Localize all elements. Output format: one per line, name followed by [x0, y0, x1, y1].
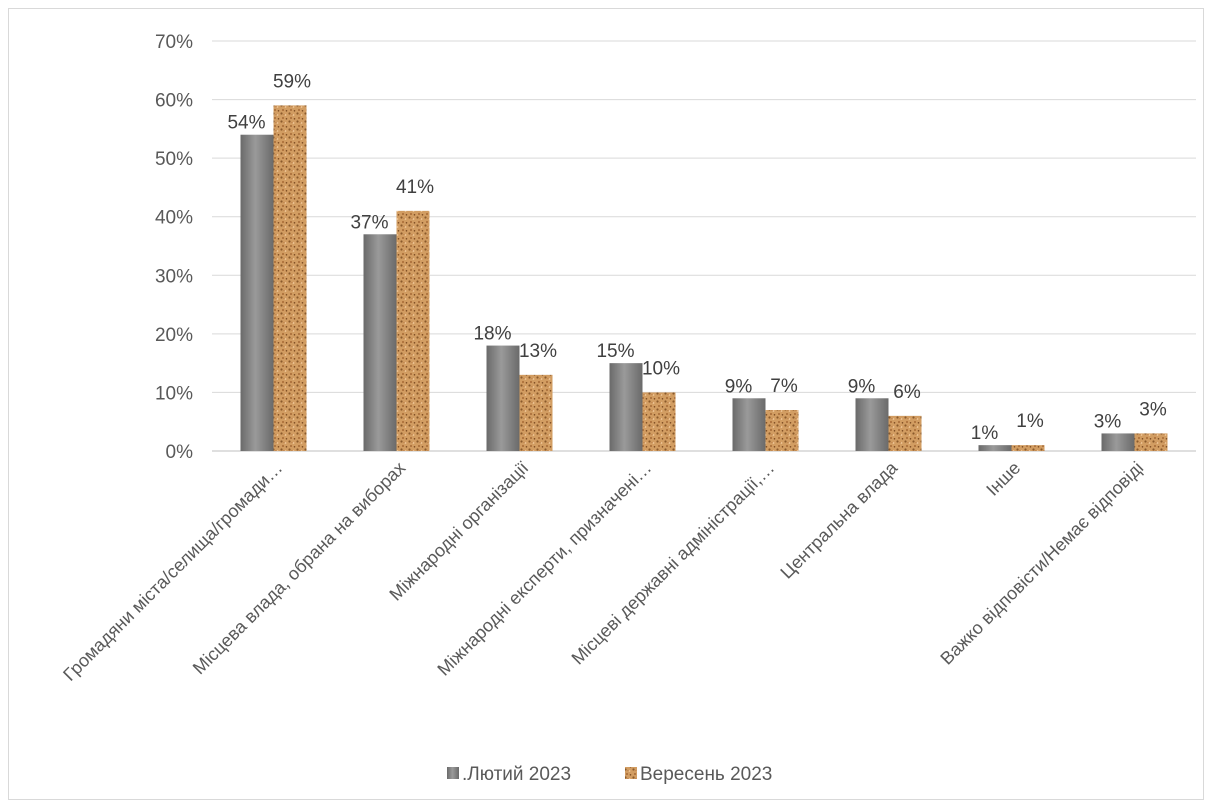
data-label: 15%: [596, 341, 634, 362]
chart-frame: [8, 8, 1204, 800]
bar-series-2: [888, 415, 922, 451]
data-label: 37%: [350, 212, 388, 233]
y-tick-label: 10%: [155, 383, 193, 404]
bar-series-2: [1134, 433, 1168, 451]
bar-series-1: [486, 345, 520, 451]
data-label: 18%: [473, 324, 511, 345]
y-tick-label: 60%: [155, 91, 193, 112]
bar-series-1: [609, 363, 643, 451]
x-axis-categories: Громадяни міста/селища/громади…Місцева в…: [59, 457, 1147, 685]
category-label: Інше: [982, 458, 1024, 500]
data-label: 6%: [893, 382, 921, 403]
gridlines: [212, 40, 1196, 452]
category-label: Міжнародні експерти, призначені…: [433, 458, 655, 680]
bar-series-2: [396, 210, 430, 451]
bar-series-1: [855, 398, 889, 451]
bar-series-1: [1101, 433, 1135, 451]
category-label: Міжнародні організації: [385, 458, 532, 605]
y-tick-label: 0%: [166, 442, 194, 463]
bar-series-2: [519, 374, 553, 451]
y-tick-label: 50%: [155, 149, 193, 170]
legend-label: .Лютий 2023: [462, 764, 571, 785]
data-label: 10%: [642, 358, 680, 379]
data-label: 13%: [519, 341, 557, 362]
bar-series-2: [642, 392, 676, 451]
data-label: 59%: [273, 71, 311, 92]
category-label: Місцеві державні адміністрації,…: [568, 458, 779, 669]
data-label: 3%: [1094, 411, 1122, 432]
data-label: 9%: [848, 376, 876, 397]
bar-series-1: [363, 234, 397, 451]
category-label: Місцева влада, обрана на виборах: [189, 458, 410, 679]
y-tick-label: 70%: [155, 32, 193, 53]
bar-series-1: [240, 134, 274, 451]
bar-series-2: [1011, 445, 1045, 451]
data-label: 41%: [396, 177, 434, 198]
bar-series-1: [732, 398, 766, 451]
data-labels: 54% 59% 37% 41% 18% 13% 15% 10% 9% 7% 9% 6% 1% 1% 3% 3%: [227, 71, 1166, 444]
bar-series-2: [273, 105, 307, 451]
bars: [240, 105, 1168, 451]
legend-label: Вересень 2023: [640, 764, 772, 785]
legend-swatch: [447, 767, 459, 779]
y-tick-label: 30%: [155, 266, 193, 287]
data-label: 7%: [770, 376, 798, 397]
data-label: 3%: [1139, 399, 1167, 420]
y-tick-label: 40%: [155, 208, 193, 229]
legend-swatch: [625, 767, 637, 779]
data-label: 1%: [1016, 411, 1044, 432]
bar-series-2: [765, 410, 799, 451]
data-label: 54%: [227, 113, 265, 134]
legend: .Лютий 2023 Вересень 2023: [447, 764, 772, 785]
data-label: 9%: [725, 376, 753, 397]
y-tick-label: 20%: [155, 325, 193, 346]
category-label: Важко відповісти/Немає відповіді: [936, 458, 1147, 669]
bar-series-1: [978, 445, 1012, 451]
y-axis-ticks: 0% 10% 20% 30% 40% 50% 60% 70%: [155, 32, 193, 463]
category-label: Центральна влада: [776, 457, 902, 583]
data-label: 1%: [971, 423, 999, 444]
category-label: Громадяни міста/селища/громади…: [59, 458, 286, 685]
